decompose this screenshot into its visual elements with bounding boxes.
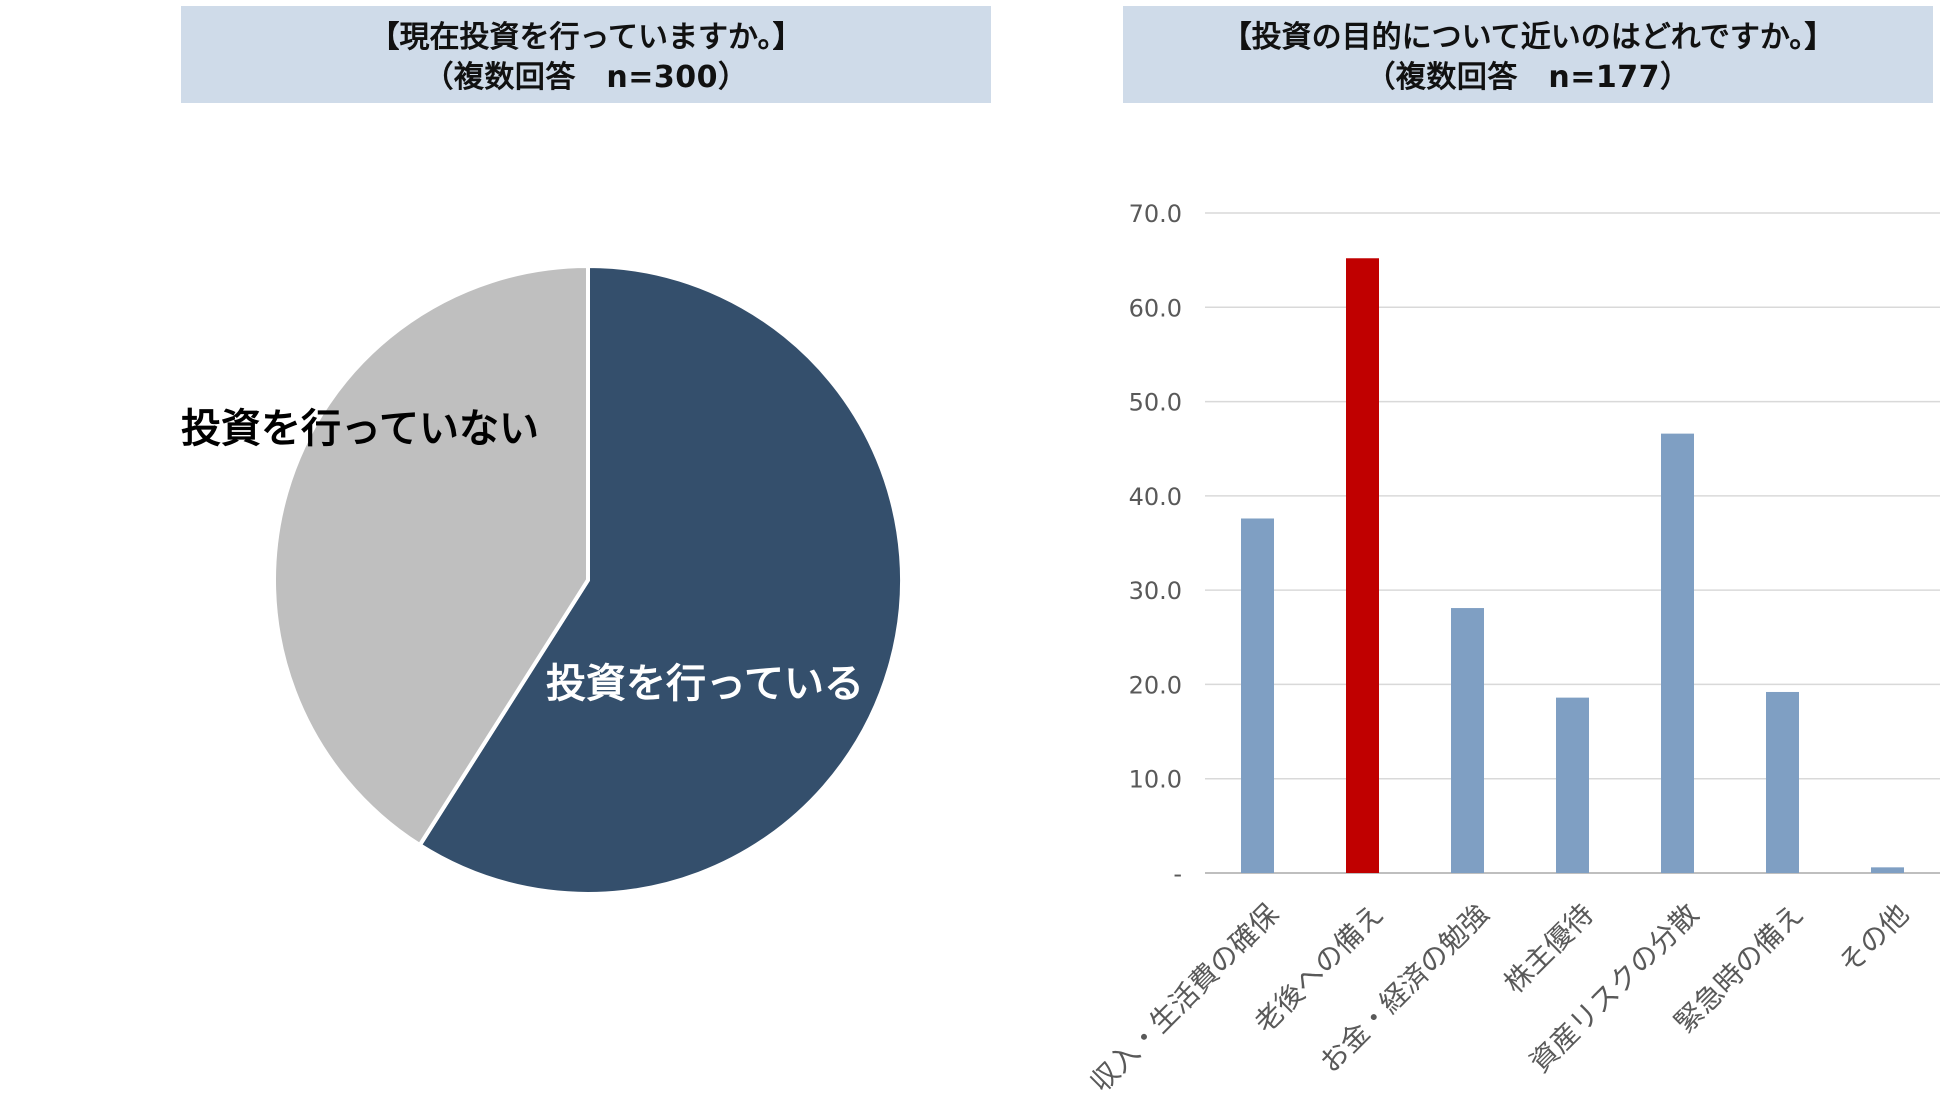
- bar: [1556, 697, 1589, 873]
- bar: [1346, 258, 1379, 873]
- y-tick-label: 10.0: [1129, 766, 1182, 794]
- x-tick-label: 株主優待: [1498, 897, 1601, 1000]
- bar-title-line-1: 【投資の目的について近いのはどれですか。】: [1221, 20, 1835, 55]
- x-tick-label: 収入・生活費の確保: [1084, 897, 1286, 1099]
- bar-chart-title: 【投資の目的について近いのはどれですか。】 （複数回答 n=177）: [1123, 6, 1933, 103]
- y-tick-label: 30.0: [1129, 577, 1182, 605]
- bar: [1766, 691, 1799, 873]
- pie-chart-title: 【現在投資を行っていますか。】 （複数回答 n=300）: [181, 6, 991, 103]
- y-tick-label: 60.0: [1129, 294, 1182, 322]
- y-tick-label: 70.0: [1129, 200, 1182, 228]
- pie-title-line-1: 【現在投資を行っていますか。】: [369, 20, 803, 55]
- bar: [1871, 867, 1904, 873]
- bar: [1241, 518, 1274, 873]
- pie-title-line-2: （複数回答 n=300）: [423, 60, 749, 95]
- pie-slice-label: 投資を行っていない: [181, 406, 539, 452]
- bar: [1451, 608, 1484, 873]
- bar: [1661, 433, 1694, 873]
- x-tick-label: その他: [1832, 897, 1915, 980]
- y-tick-label: 50.0: [1129, 389, 1182, 417]
- pie-slice-label: 投資を行っている: [546, 661, 864, 707]
- pie-slice: [417, 264, 904, 896]
- y-tick-label: -: [1173, 860, 1182, 888]
- y-tick-label: 40.0: [1129, 483, 1182, 511]
- pie-slice: [272, 264, 590, 848]
- bar-title-line-2: （複数回答 n=177）: [1365, 60, 1691, 95]
- y-tick-label: 20.0: [1129, 671, 1182, 699]
